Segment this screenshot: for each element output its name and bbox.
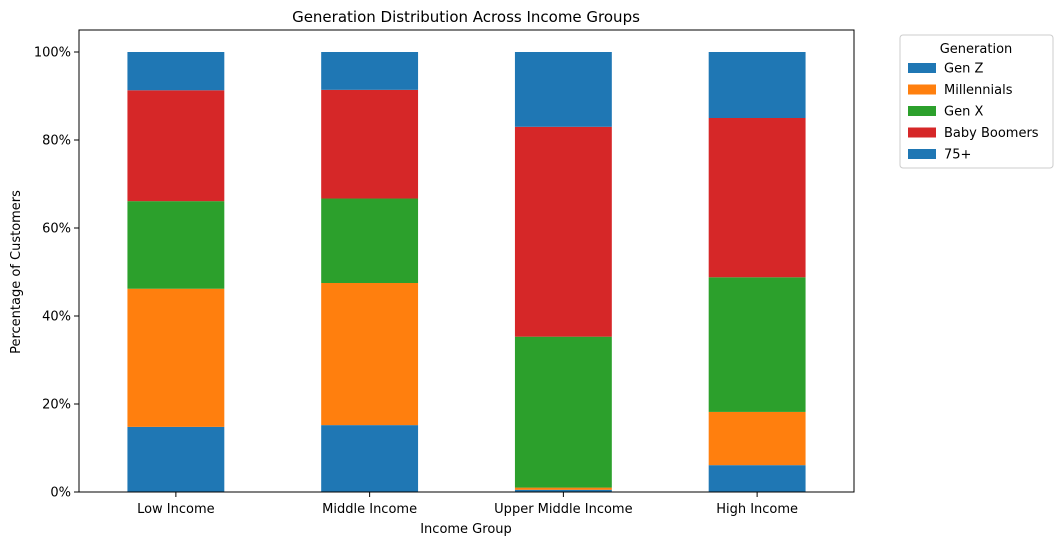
legend-label-baby-boomers: Baby Boomers: [944, 126, 1039, 141]
bar-upper-middle-income-gen-x: [514, 336, 612, 488]
bar-upper-middle-income-baby-boomers: [514, 126, 612, 337]
legend-box: [899, 34, 1054, 169]
legend-label-gen-x: Gen X: [944, 105, 983, 120]
x-tick-label: High Income: [716, 502, 798, 517]
x-axis-title: Income Group: [420, 522, 512, 537]
y-tick-label: 40%: [42, 310, 71, 325]
chart-title: Generation Distribution Across Income Gr…: [292, 8, 640, 26]
x-tick-label: Upper Middle Income: [494, 502, 632, 517]
bar-low-income-gen-x: [127, 201, 225, 289]
bar-high-income-gen-z: [708, 465, 806, 492]
y-axis-title: Percentage of Customers: [9, 190, 24, 354]
bar-middle-income-gen-x: [321, 198, 419, 283]
bar-middle-income-millennials: [321, 283, 419, 426]
plot-frame: [78, 29, 855, 493]
bar-low-income-gen-z: [127, 426, 225, 492]
bar-high-income-baby-boomers: [708, 118, 806, 278]
legend-label-gen-z: Gen Z: [944, 62, 983, 77]
bar-middle-income-gen-z: [321, 425, 419, 492]
bar-middle-income-75: [321, 52, 419, 90]
y-tick-label: 80%: [42, 134, 71, 149]
bar-middle-income-baby-boomers: [321, 89, 419, 199]
y-tick-label: 60%: [42, 222, 71, 237]
y-tick-label: 100%: [34, 46, 71, 61]
legend-swatch-millennials: [908, 84, 936, 95]
bar-low-income-baby-boomers: [127, 90, 225, 202]
legend-swatch-gen-z: [908, 63, 936, 73]
legend-items: Gen Z Millennials Gen X Baby Boomers 75+: [908, 62, 1039, 163]
legend-swatch-gen-x: [908, 106, 936, 116]
legend-swatch-75: [908, 149, 936, 159]
legend-swatch-baby-boomers: [908, 127, 936, 138]
bars-layer: [127, 52, 806, 492]
bar-low-income-75: [127, 52, 225, 91]
bar-low-income-millennials: [127, 288, 225, 427]
bar-upper-middle-income-75: [514, 52, 612, 127]
bar-upper-middle-income-gen-z: [514, 489, 612, 492]
bar-high-income-gen-x: [708, 277, 806, 412]
legend: Generation Gen Z Millennials Gen X Baby Boo…: [899, 34, 1054, 169]
y-tick-label: 0%: [50, 486, 71, 501]
bar-high-income-millennials: [708, 411, 806, 466]
legend-title: Generation: [940, 42, 1013, 57]
legend-label-millennials: Millennials: [944, 83, 1013, 98]
y-tick-label: 20%: [42, 398, 71, 413]
x-tick-label: Low Income: [137, 502, 215, 517]
legend-label-75: 75+: [944, 148, 971, 163]
axes-layer: 0% 20% 40% 60% 80% 100% Low Income Middle Incom…: [34, 46, 798, 518]
bar-upper-middle-income-millennials: [514, 487, 612, 490]
bar-high-income-75: [708, 52, 806, 118]
x-tick-label: Middle Income: [322, 502, 417, 517]
